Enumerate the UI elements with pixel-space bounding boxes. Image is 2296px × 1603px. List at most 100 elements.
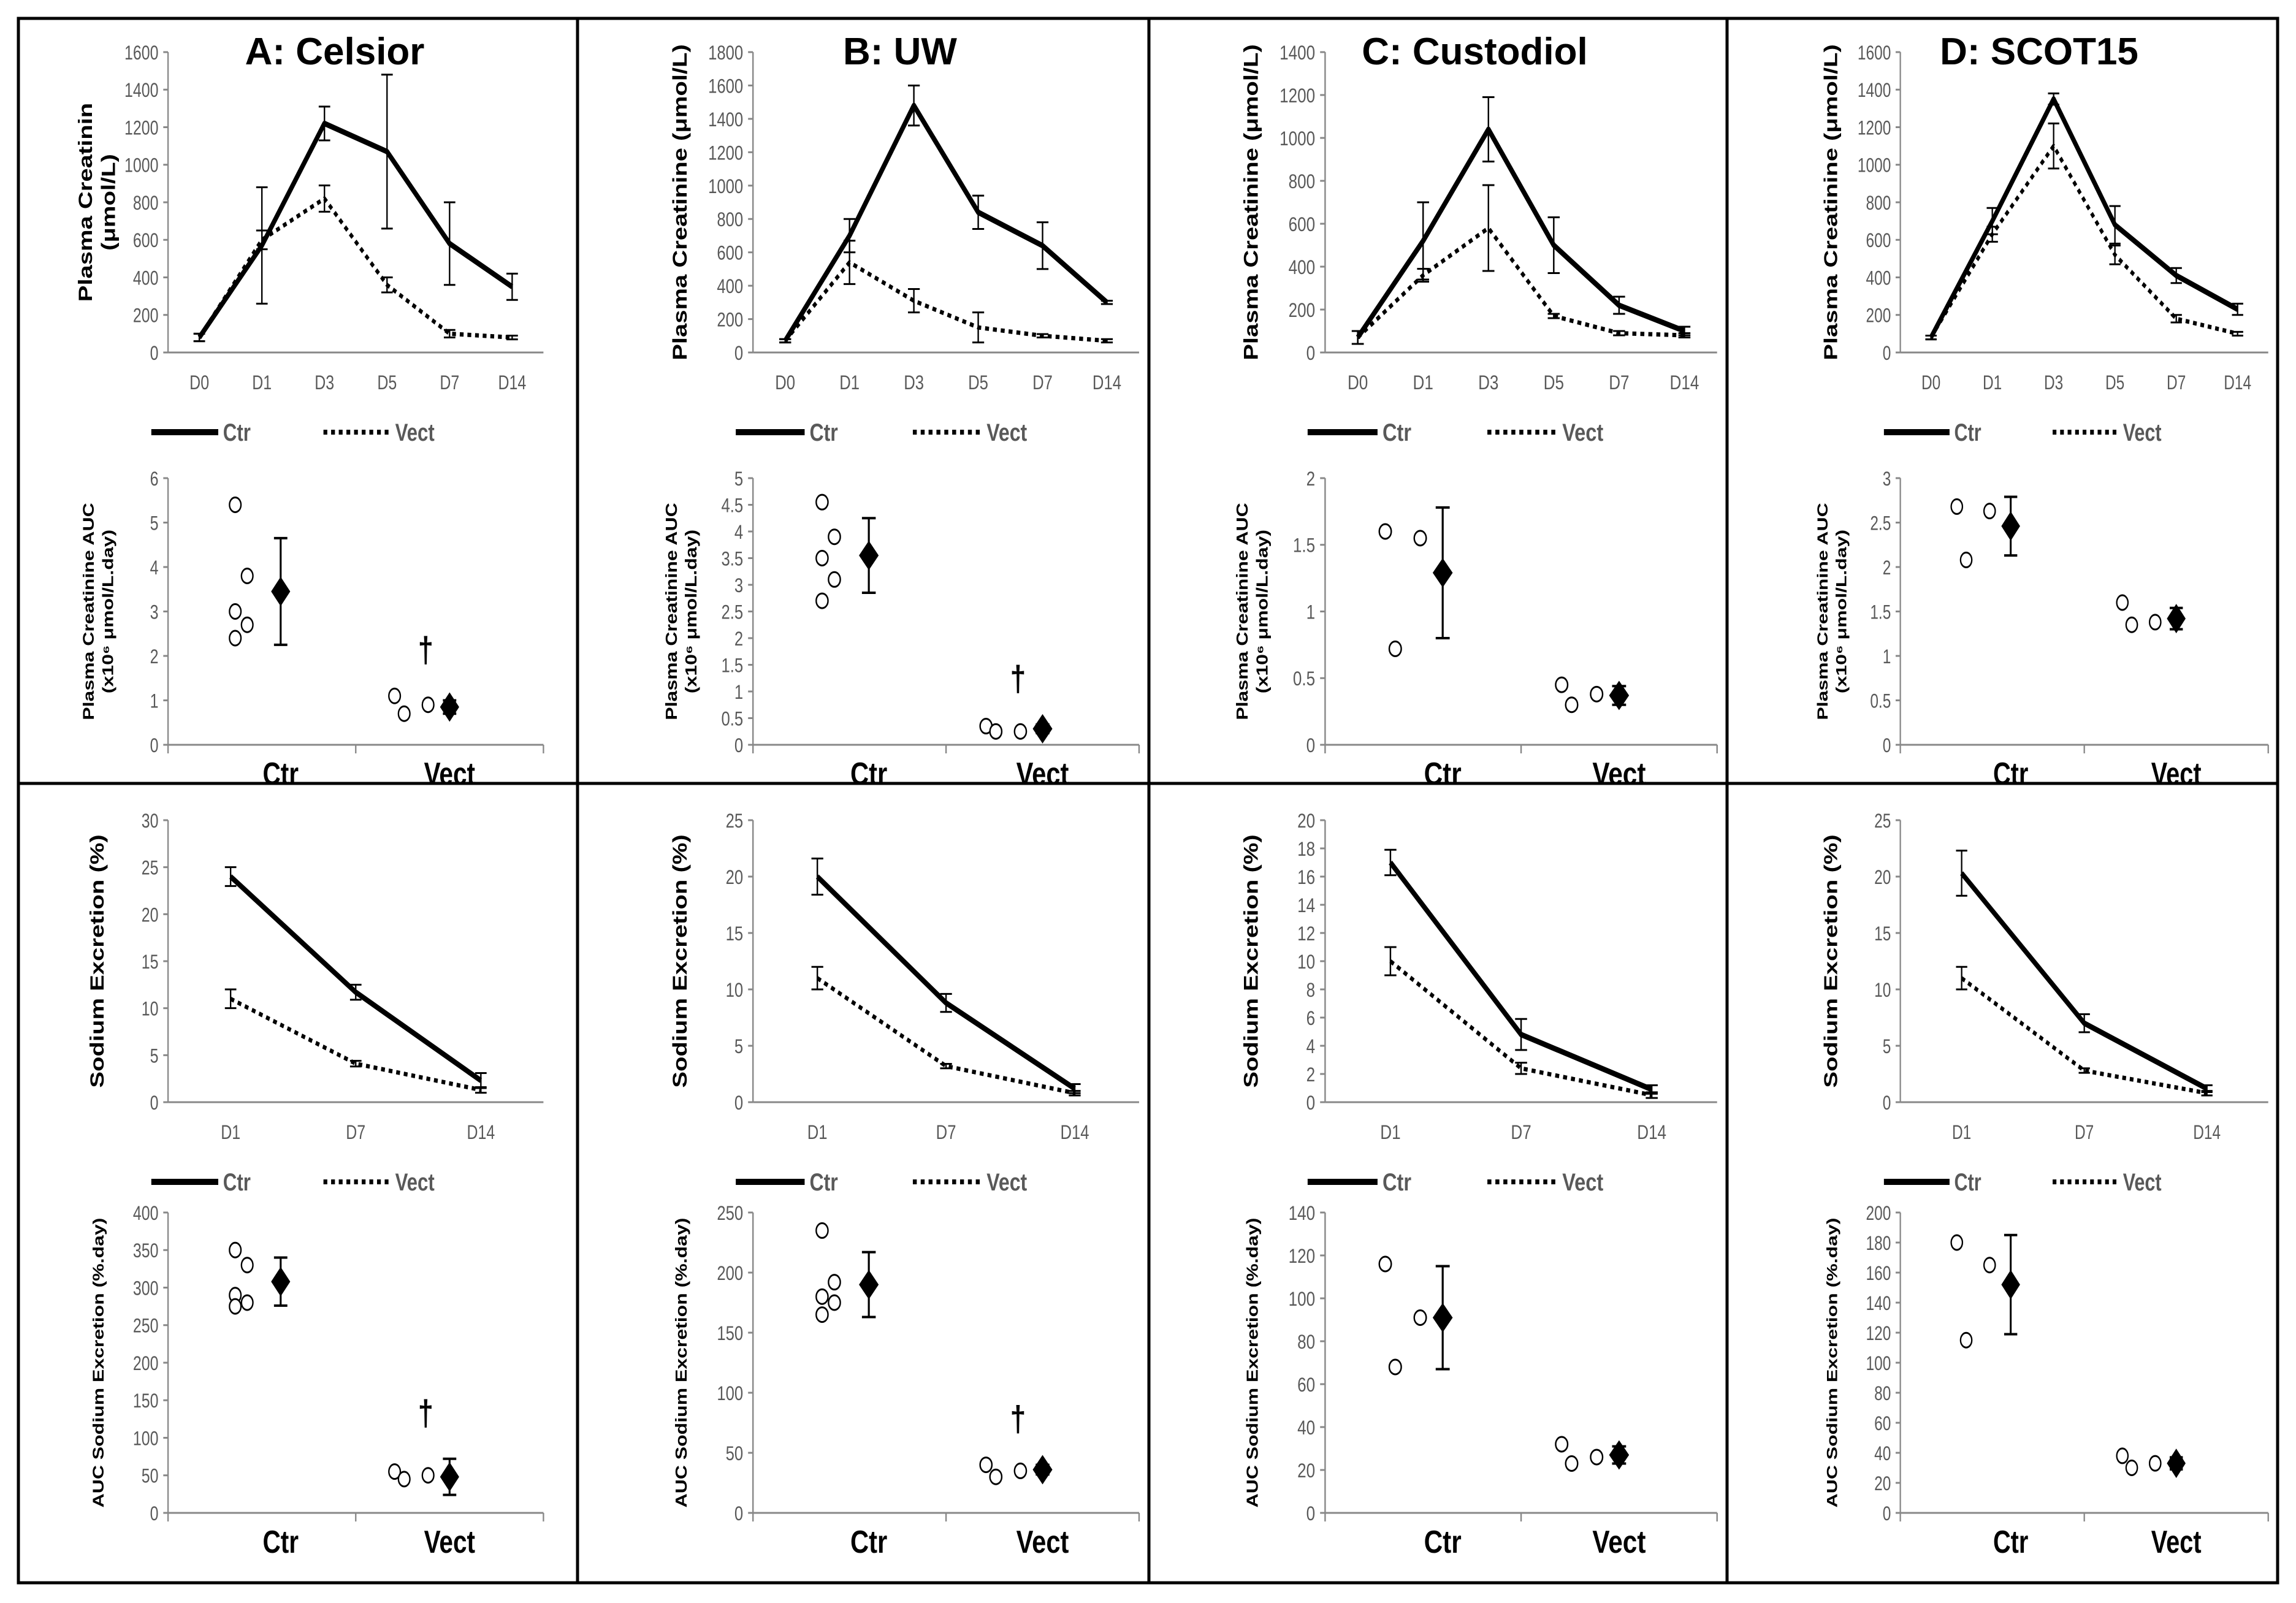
- panel-A-creatinine-line-x-tick-label: D7: [440, 372, 459, 394]
- panel-A-creatinine-auc-data-point: [240, 568, 254, 584]
- panel-C-sodium-auc-group-label: Ctr: [1424, 1525, 1462, 1560]
- panel-C-creatinine-auc-data-point: [1378, 523, 1392, 540]
- panel-A-sodium-line-y-tick-label: 25: [142, 858, 159, 880]
- panel-A-sodium-line-y-tick-label: 15: [142, 951, 159, 973]
- panel-C-sodium-line-x-tick-label: D14: [1637, 1122, 1666, 1144]
- panel-D-sodium-line-legend-label-vect: Vect: [2123, 1168, 2162, 1196]
- panel-A-sodium-auc-data-point: [240, 1257, 254, 1274]
- panel-D-creatinine-line-x-tick-label: D5: [2105, 372, 2124, 394]
- panel-B-creatinine-auc-data-point: [815, 550, 829, 566]
- panel-B-creatinine-auc-data-point: [828, 571, 841, 588]
- panel-D-creatinine-auc-y-tick-label: 2.5: [1870, 512, 1891, 535]
- panel-A-sodium-auc-y-tick-label: 150: [133, 1390, 159, 1412]
- panel-A-creatinine-auc-data-point: [240, 616, 254, 633]
- panel-B-creatinine-line-legend-label-ctr: Ctr: [809, 419, 837, 446]
- panel-C-creatinine-line-y-tick-label: 1200: [1280, 86, 1315, 107]
- panel-B-creatinine-auc-y-label: Plasma Creatinine AUC: [663, 503, 681, 720]
- panel-D-creatinine-line-y-tick-label: 1400: [1858, 80, 1891, 102]
- panel-B-sodium-line-series-vect: [816, 976, 1075, 1095]
- panel-B-sodium-auc-mean-diamond: [1032, 1455, 1053, 1485]
- panel-C-sodium-auc-y-tick-label: 120: [1289, 1246, 1315, 1268]
- panel-B-sodium-line-legend-label-ctr: Ctr: [809, 1168, 837, 1196]
- panel-C-creatinine-line-x-tick-label: D0: [1348, 373, 1368, 394]
- panel-B-creatinine-line-x-tick-label: D1: [839, 372, 860, 394]
- panel-B-creatinine-auc-y-tick-label: 2: [734, 628, 743, 650]
- panel-C-creatinine-line-series-vect: [1356, 226, 1685, 340]
- panel-B-sodium-auc-mean-diamond: [859, 1270, 879, 1300]
- panel-B-creatinine-auc-group-label: Vect: [1016, 756, 1069, 791]
- panel-B-creatinine-auc-y-tick-label: 1: [734, 682, 743, 703]
- panel-B-sodium-auc-y-tick-label: 150: [717, 1323, 743, 1344]
- panel-D-creatinine-line-y-tick-label: 0: [1883, 343, 1891, 365]
- panel-D-sodium-auc-group-label: Ctr: [1993, 1524, 2028, 1559]
- panel-C-sodium-auc-y-tick-label: 20: [1297, 1461, 1315, 1482]
- panel-B-sodium-auc-group-label: Vect: [1016, 1524, 1069, 1559]
- panel-A-sodium-auc-data-point: [388, 1463, 402, 1480]
- panel-A-creatinine-auc-y-tick-label: 1: [150, 691, 159, 713]
- panel-D-sodium-auc-y-tick-label: 180: [1866, 1233, 1891, 1255]
- panel-A-creatinine-auc-y-label: Plasma Creatinine AUC: [80, 503, 97, 720]
- panel-D-sodium-auc-y-tick-label: 100: [1866, 1353, 1891, 1375]
- panel-A-sodium-auc-y-tick-label: 400: [133, 1203, 159, 1225]
- panel-A-sodium-line-y-label: Sodium Excretion (%): [86, 834, 108, 1087]
- panel-B-sodium-auc-data-point: [815, 1222, 829, 1239]
- panel-A-creatinine-line-x-tick-label: D5: [377, 372, 397, 394]
- panel-D-creatinine-line-x-tick-label: D3: [2044, 372, 2063, 394]
- panel-A-sodium-auc-data-point: [229, 1241, 242, 1258]
- panel-B-creatinine-line-series-vect: [784, 260, 1107, 343]
- panel-B-creatinine-auc-data-point: [815, 493, 829, 511]
- panel-D-sodium-auc-mean-diamond: [2167, 1449, 2186, 1479]
- panel-C-creatinine-line-legend-label-vect: Vect: [1562, 419, 1603, 446]
- panel-D-creatinine-auc-y-label: Plasma Creatinine AUC: [1815, 503, 1831, 720]
- panel-C-creatinine-auc-y-tick-label: 0.5: [1293, 669, 1315, 690]
- panel-C-sodium-line-y-tick-label: 0: [1306, 1093, 1315, 1114]
- panel-C-creatinine-auc-data-point: [1565, 696, 1579, 714]
- panel-A-creatinine-auc-data-point: [397, 705, 411, 722]
- panel-B-sodium-line-y-tick-label: 15: [726, 923, 744, 945]
- panel-D-sodium-auc-y-tick-label: 20: [1874, 1473, 1891, 1495]
- panel-C-sodium-auc-y-tick-label: 80: [1297, 1332, 1315, 1354]
- panel-A-creatinine-line-x-tick-label: D3: [315, 372, 334, 394]
- panel-B-sodium-line-y-label: Sodium Excretion (%): [669, 834, 691, 1087]
- panel-D-creatinine-line-x-tick-label: D7: [2167, 372, 2186, 394]
- panel-D-creatinine-auc-y-tick-label: 1: [1883, 646, 1891, 668]
- panel-B-sodium-auc-significance-dagger: †: [1010, 1399, 1026, 1439]
- panel-C-sodium-auc-y-tick-label: 140: [1289, 1203, 1315, 1225]
- panel-A-creatinine-auc-data-point: [229, 603, 242, 620]
- panel-C-creatinine-auc-y-tick-label: 1: [1306, 602, 1315, 623]
- panel-A-sodium-line-legend-label-vect: Vect: [395, 1168, 435, 1196]
- panel-C-sodium-line-x-tick-label: D7: [1511, 1122, 1531, 1144]
- panel-A-sodium-line-legend-label-ctr: Ctr: [223, 1168, 251, 1196]
- panel-C-creatinine-auc-y-label: Plasma Creatinine AUC: [1234, 503, 1252, 720]
- panel-A-sodium-auc-y-tick-label: 250: [133, 1316, 159, 1338]
- panel-B-creatinine-line-y-tick-label: 400: [717, 276, 743, 298]
- panel-C-creatinine-auc-data-point: [1388, 640, 1402, 657]
- panel-C-creatinine-line-x-tick-label: D1: [1413, 373, 1433, 394]
- panel-D-sodium-line-y-tick-label: 0: [1883, 1092, 1891, 1114]
- panel-A-creatinine-auc-group-label: Vect: [424, 756, 475, 791]
- panel-D-creatinine-line-legend-label-vect: Vect: [2123, 419, 2162, 446]
- panel-A-creatinine-line-y-tick-label: 1600: [124, 42, 159, 64]
- panel-B-sodium-auc-y-tick-label: 200: [717, 1263, 743, 1284]
- panel-D-sodium-line-y-tick-label: 20: [1874, 867, 1891, 889]
- panel-D-sodium-auc-y-tick-label: 200: [1866, 1203, 1891, 1225]
- panel-B-sodium-line-x-tick-label: D7: [936, 1122, 956, 1143]
- panel-A-creatinine-line-x-tick-label: D14: [498, 372, 526, 394]
- panel-B-sodium-line-x-tick-label: D14: [1060, 1122, 1089, 1143]
- panel-A-creatinine-line-y-label: (μmol/L): [98, 154, 120, 251]
- panel-B-creatinine-line-x-tick-label: D14: [1093, 372, 1121, 394]
- panel-D-sodium-line-legend-label-ctr: Ctr: [1955, 1168, 1981, 1196]
- panel-A-sodium-line-y-tick-label: 30: [142, 810, 159, 832]
- panel-B-creatinine-line-y-tick-label: 1400: [708, 109, 743, 131]
- panel-D-creatinine-auc-data-point: [2116, 594, 2129, 611]
- panel-D-sodium-line-y-tick-label: 25: [1874, 810, 1891, 832]
- panel-C-title: C: Custodiol: [1362, 31, 1588, 73]
- panel-D-sodium-line-y-tick-label: 10: [1874, 980, 1891, 1002]
- panel-B-sodium-auc-y-tick-label: 0: [734, 1503, 743, 1525]
- panel-A-creatinine-line-y-label: Plasma Creatinin: [75, 103, 96, 302]
- panel-A-creatinine-line-series-ctr: [197, 120, 514, 340]
- panel-D-sodium-auc-y-tick-label: 40: [1874, 1443, 1891, 1465]
- panel-A-sodium-auc-y-label: AUC Sodium Excretion (%.day): [90, 1218, 107, 1508]
- panel-A-creatinine-line-x-tick-label: D0: [189, 372, 209, 394]
